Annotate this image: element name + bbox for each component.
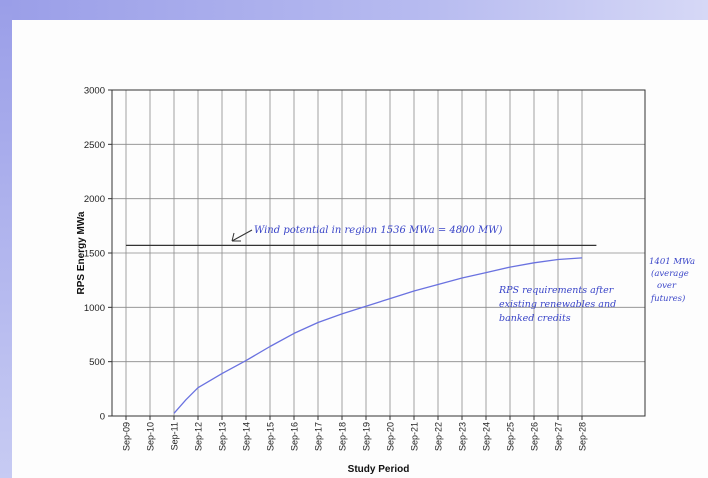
rps-annotation-line3: banked credits	[499, 313, 571, 324]
y-tick-label: 2500	[84, 140, 105, 151]
y-axis-ticks: 0 500 1000 1500 2000 2500 3000	[84, 86, 112, 423]
wind-annotation: Wind potential in region 1536 MWa = 4800…	[254, 225, 503, 236]
x-tick-label: Sep-12	[194, 422, 204, 451]
avg-annotation-line4: futures)	[650, 293, 685, 304]
rps-annotation-line1: RPS requirements after	[498, 285, 615, 296]
x-tick-label: Sep-28	[578, 422, 588, 451]
x-tick-label: Sep-27	[554, 422, 564, 451]
x-tick-label: Sep-25	[506, 422, 516, 451]
y-tick-label: 500	[89, 357, 105, 368]
y-tick-label: 1500	[84, 249, 105, 260]
title-bar-decoration	[0, 0, 708, 20]
avg-annotation-line1: 1401 MWa	[649, 257, 695, 267]
rps-annotation-line2: existing renewables and	[499, 299, 616, 310]
x-tick-label: Sep-26	[530, 422, 540, 451]
y-axis-label: RPS Energy MWa	[76, 211, 87, 294]
series-group	[126, 244, 597, 414]
x-tick-label: Sep-09	[122, 422, 132, 451]
avg-annotation-line2: (average	[651, 268, 689, 279]
y-tick-label: 3000	[84, 86, 105, 97]
x-tick-label: Sep-24	[482, 422, 492, 451]
x-axis-ticks: Sep-09 Sep-10 Sep-11 Sep-12 Sep-13 Sep-14 Sep-…	[122, 416, 588, 451]
y-tick-label: 1000	[84, 303, 105, 314]
x-tick-label: Sep-17	[314, 422, 324, 451]
x-tick-label: Sep-11	[170, 422, 180, 450]
x-axis-label: Study Period	[348, 464, 410, 475]
x-tick-label: Sep-22	[434, 422, 444, 451]
side-bar-decoration	[0, 0, 12, 478]
avg-annotation-line3: over	[657, 281, 677, 291]
x-tick-label: Sep-10	[146, 422, 156, 451]
x-tick-label: Sep-14	[242, 422, 252, 451]
grid	[112, 89, 645, 417]
y-tick-label: 2000	[84, 194, 105, 205]
x-tick-label: Sep-20	[386, 422, 396, 451]
x-tick-label: Sep-13	[218, 422, 228, 451]
rps-requirement-line	[173, 257, 583, 414]
x-tick-label: Sep-19	[362, 422, 372, 451]
chart-area: 0 500 1000 1500 2000 2500 3000 Sep-09 Sep-10 Sep…	[12, 20, 708, 478]
x-tick-label: Sep-21	[410, 422, 420, 451]
x-tick-label: Sep-15	[266, 422, 276, 451]
y-tick-label: 0	[100, 412, 105, 423]
x-tick-label: Sep-16	[290, 422, 300, 451]
wind-annotation-arrow	[231, 229, 253, 242]
x-tick-label: Sep-18	[338, 422, 348, 451]
x-tick-label: Sep-23	[458, 422, 468, 451]
